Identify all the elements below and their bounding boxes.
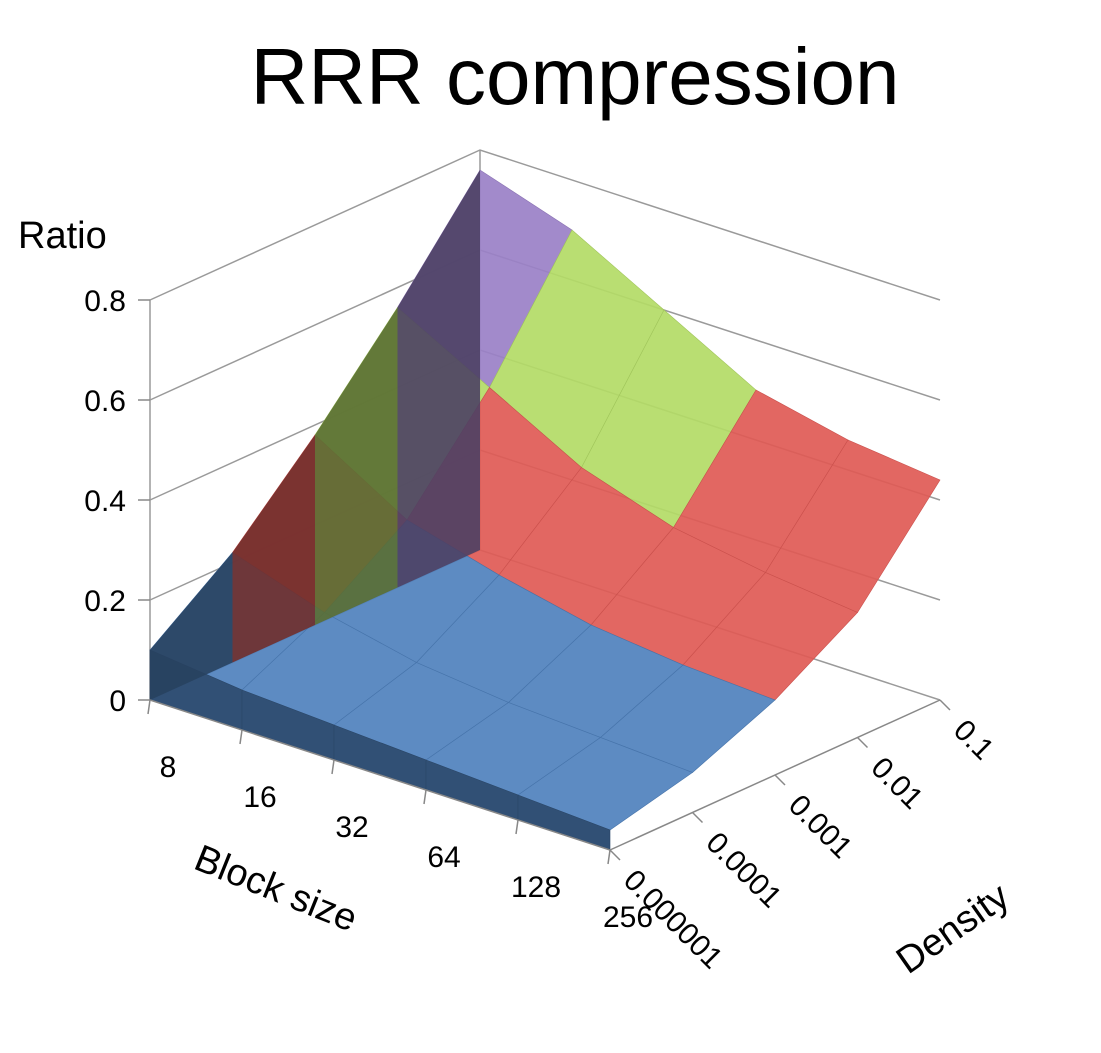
z-tick-label: 0.8 xyxy=(84,285,126,318)
density-tick-label: 0.001 xyxy=(782,789,858,865)
density-tick xyxy=(939,699,951,711)
density-tick xyxy=(609,849,621,861)
gridline xyxy=(149,149,941,301)
density-tick xyxy=(856,736,869,749)
block-tick-label: 8 xyxy=(160,751,177,784)
z-tick-label: 0.2 xyxy=(84,585,126,618)
surface-side-face xyxy=(397,170,480,588)
axes xyxy=(138,299,951,865)
surface-side-face xyxy=(232,435,315,663)
density-tick-label: 0.0001 xyxy=(700,826,788,914)
block-tick-label: 16 xyxy=(243,781,276,814)
block-tick-label: 32 xyxy=(335,811,368,844)
block-tick-label: 64 xyxy=(427,841,460,874)
block-tick xyxy=(423,789,427,805)
block-tick xyxy=(331,759,335,775)
density-tick xyxy=(774,774,786,786)
surface-side-face xyxy=(315,307,398,625)
block-tick xyxy=(147,699,151,715)
z-tick-label: 0.4 xyxy=(84,485,126,518)
block-axis-line xyxy=(149,699,611,851)
x-axis-title: Block size xyxy=(189,837,363,940)
density-tick xyxy=(691,811,704,824)
block-tick-label: 256 xyxy=(603,901,653,934)
z-tick-label: 0.6 xyxy=(84,385,126,418)
block-tick xyxy=(607,849,611,865)
block-tick xyxy=(239,729,243,745)
block-tick-label: 128 xyxy=(511,871,561,904)
z-tick-label: 0 xyxy=(109,685,126,718)
surface-plot xyxy=(149,169,941,851)
block-tick xyxy=(515,819,519,835)
chart-title: RRR compression xyxy=(250,32,899,121)
density-tick-label: 0.01 xyxy=(865,751,930,816)
z-axis-title: Ratio xyxy=(18,215,107,257)
density-tick-label: 0.1 xyxy=(947,714,1000,767)
y-axis-title: Density xyxy=(889,875,1017,982)
surface-side-face xyxy=(150,552,233,700)
